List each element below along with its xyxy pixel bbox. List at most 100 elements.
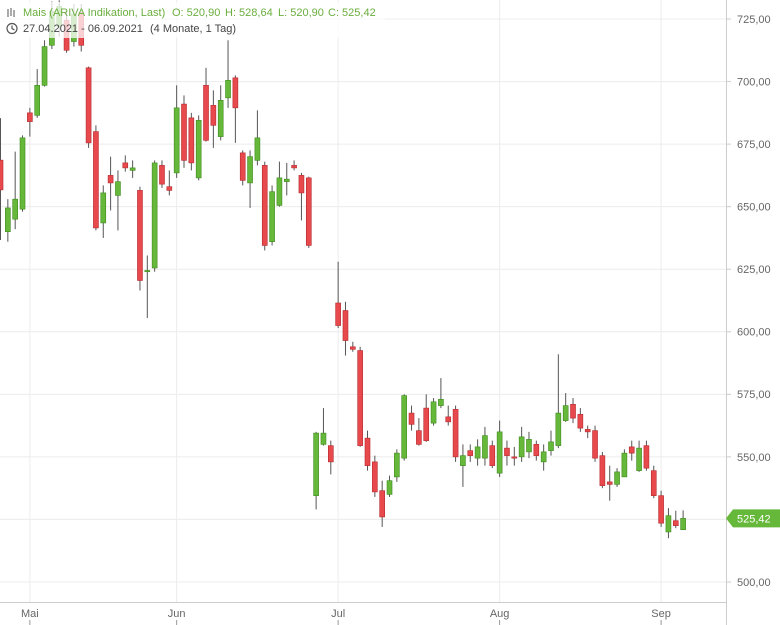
y-tick-label: 600,00 xyxy=(737,327,771,339)
candle-body xyxy=(467,450,474,456)
candle-body xyxy=(115,181,121,196)
candle-body xyxy=(386,480,393,495)
candle-body xyxy=(283,178,290,182)
candle-body xyxy=(504,447,510,456)
x-tick-label: Mai xyxy=(21,608,39,620)
candle-body xyxy=(188,117,195,164)
candle-body xyxy=(19,137,26,210)
candle-body xyxy=(0,159,4,191)
candle-body xyxy=(548,441,554,451)
chart-icon xyxy=(7,8,15,17)
candle-body xyxy=(239,152,246,181)
y-tick-label: 700,00 xyxy=(737,76,771,88)
candle-body xyxy=(144,270,151,273)
candle-body xyxy=(217,100,224,137)
candle-body xyxy=(327,445,334,463)
header-high: H: 528,64 xyxy=(225,7,273,19)
candle-body xyxy=(100,192,107,224)
header-close: C: 525,42 xyxy=(328,7,376,19)
candle-body xyxy=(305,177,312,246)
header-bg xyxy=(0,2,385,38)
candle-body xyxy=(232,77,239,109)
candle-body xyxy=(562,405,569,421)
x-tick-label: Aug xyxy=(490,608,510,620)
clock-icon xyxy=(6,22,18,35)
candle-body xyxy=(621,452,628,478)
y-tick-label: 500,00 xyxy=(737,577,771,589)
candle-body xyxy=(584,429,591,433)
candle-body xyxy=(261,165,268,246)
candle-body xyxy=(394,452,400,478)
candle-body xyxy=(577,414,584,429)
candle-body xyxy=(313,432,319,496)
candle-body xyxy=(269,191,275,243)
candle-body xyxy=(364,437,371,466)
candle-body xyxy=(628,446,635,454)
candle-body xyxy=(350,346,356,350)
header-name: Mais (ARIVA Indikation, Last) xyxy=(23,7,165,19)
candle-body xyxy=(614,471,620,485)
candle-body xyxy=(298,175,305,194)
last-price-label: 525,42 xyxy=(737,513,771,525)
x-tick-label: Jun xyxy=(168,608,186,620)
y-tick-label: 550,00 xyxy=(737,452,771,464)
candle-body xyxy=(291,165,297,169)
y-tick-label: 675,00 xyxy=(737,139,771,151)
candle-body xyxy=(438,399,444,406)
candle-body xyxy=(408,412,415,425)
candle-body xyxy=(555,412,562,446)
candle-body xyxy=(276,177,283,206)
header-range: 27.04.2021 - 06.09.2021 xyxy=(23,23,143,35)
candle-body xyxy=(452,409,459,458)
candle-body xyxy=(203,85,209,141)
candle-body xyxy=(195,120,202,179)
candle-body xyxy=(254,137,261,161)
candle-body xyxy=(496,431,503,474)
candle-body xyxy=(518,436,525,458)
candle-body xyxy=(151,162,158,269)
y-tick-label: 725,00 xyxy=(737,14,771,26)
candles xyxy=(0,0,686,539)
candle-body xyxy=(665,515,672,533)
candle-body xyxy=(379,490,385,518)
candle-body xyxy=(474,446,481,459)
candle-body xyxy=(247,156,253,184)
candle-body xyxy=(210,105,217,126)
candle-body xyxy=(27,112,33,122)
candle-body xyxy=(41,46,48,86)
grid xyxy=(0,0,726,602)
candle-body xyxy=(181,103,187,161)
candle-body xyxy=(650,470,657,496)
candle-body xyxy=(166,186,173,191)
candle-body xyxy=(372,461,378,493)
candle-body xyxy=(672,520,679,526)
candle-body xyxy=(342,310,349,341)
candle-body xyxy=(137,190,143,281)
candle-body xyxy=(5,207,11,232)
candle-body xyxy=(445,416,452,423)
candle-body xyxy=(680,518,686,530)
candle-body xyxy=(122,162,129,169)
header-open: O: 520,90 xyxy=(172,7,220,19)
candle-body xyxy=(93,131,99,229)
candle-body xyxy=(526,439,532,453)
candle-body xyxy=(320,432,327,445)
candle-body xyxy=(533,444,540,456)
candle-body xyxy=(107,175,114,184)
candle-body xyxy=(511,456,518,459)
header-duration: (4 Monate, 1 Tag) xyxy=(150,23,236,35)
candle-body xyxy=(173,107,180,174)
y-tick-label: 650,00 xyxy=(737,202,771,214)
last-price-tag xyxy=(726,509,780,528)
candle-body xyxy=(85,67,92,144)
candle-body xyxy=(423,407,430,441)
candle-body xyxy=(225,80,231,99)
candle-body xyxy=(599,455,606,486)
candle-body xyxy=(357,350,363,446)
header-low: L: 520,90 xyxy=(278,7,324,19)
candle-body xyxy=(335,302,341,326)
candle-body xyxy=(658,495,664,524)
candle-body xyxy=(570,404,576,419)
candle-body xyxy=(416,430,422,445)
